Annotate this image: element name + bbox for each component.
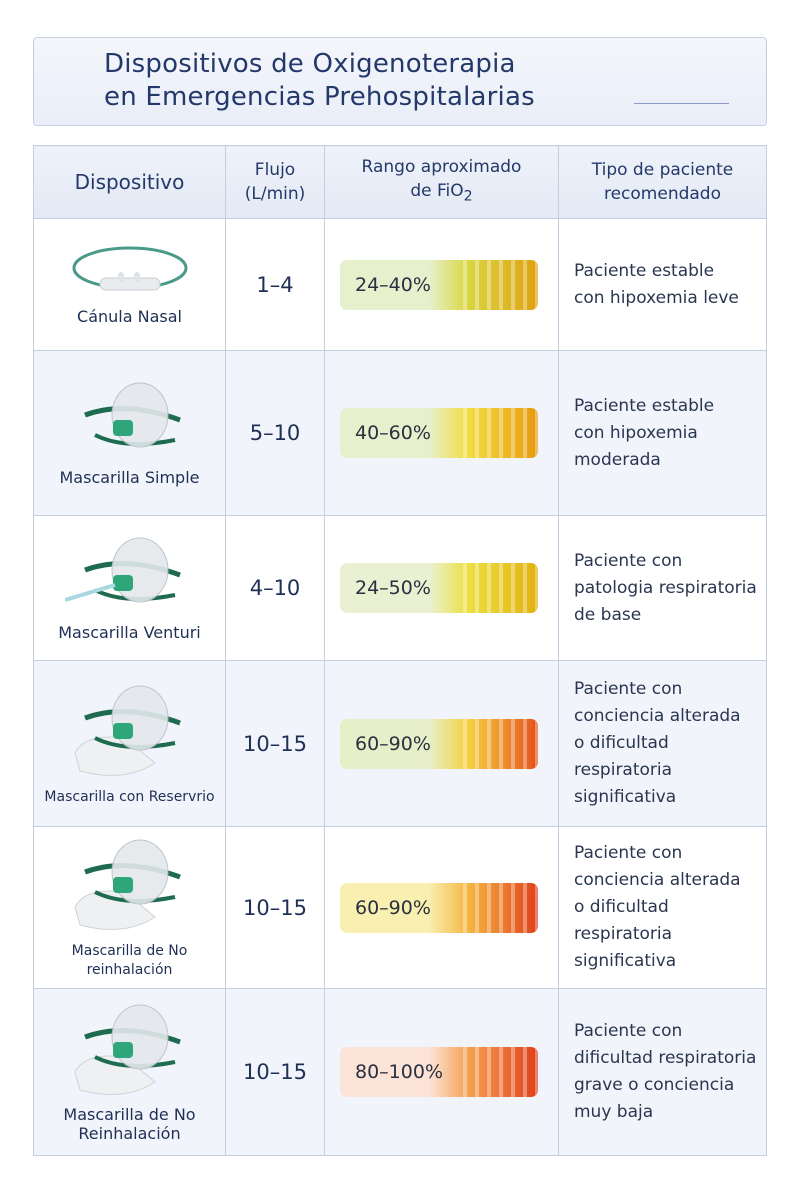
device-cell: Mascarilla Venturi: [33, 515, 226, 661]
flow-cell: 10–15: [225, 988, 325, 1156]
patient-line: con hipoxemia: [574, 422, 698, 443]
flow-cell: 1–4: [225, 218, 325, 351]
fio2-bar: 60–90%: [340, 882, 538, 933]
patient-cell: Paciente estable con hipoxemia moderada: [558, 350, 767, 516]
fio2-cell: 24–50%: [324, 515, 559, 661]
patient-line: dificultad respiratoria: [574, 1048, 757, 1068]
patient-line: grave o conciencia: [574, 1075, 735, 1095]
header-range-sub: 2: [463, 188, 473, 205]
patient-cell: Paciente con dificultad respiratoria grave…: [558, 988, 767, 1156]
device-name: Cánula Nasal: [77, 306, 182, 326]
header-range: Rango aproximado de FiO2: [324, 145, 559, 219]
venturi-mask-icon: [34, 535, 225, 615]
patient-line: Paciente estable: [574, 395, 715, 416]
flow-cell: 5–10: [225, 350, 325, 516]
fio2-bar: 40–60%: [340, 408, 538, 458]
flow-cell: 10–15: [225, 826, 325, 989]
fio2-value: 80–100%: [355, 1061, 443, 1083]
simple-mask-icon: [34, 380, 225, 460]
fio2-bar: 60–90%: [340, 718, 538, 769]
table-row: Mascarilla de No Reinhalación 10–15 80–100…: [33, 988, 767, 1156]
title-underline: [634, 103, 729, 104]
reservoir-mask-icon: [34, 683, 225, 778]
device-name: Mascarilla de No reinhalación: [71, 943, 188, 978]
device-cell: Mascarilla de No reinhalación: [33, 826, 226, 989]
patient-line: significativa: [574, 787, 677, 807]
patient-line: o dificultad respiratoria: [574, 733, 673, 780]
patient-line: de base: [574, 604, 642, 625]
title-line-2: en Emergencias Prehospitalarias: [104, 82, 535, 112]
table-row: Mascarilla de No reinhalación 10–15 60–90%…: [33, 826, 767, 989]
table-row: Mascarilla Venturi 4–10 24–50% Paciente con…: [33, 515, 767, 661]
header-device: Dispositivo: [33, 145, 226, 219]
patient-line: Paciente estable: [574, 260, 715, 281]
patient-cell: Paciente con conciencia alterada o dificul…: [558, 826, 767, 989]
patient-cell: Paciente con patologia respiratoria de bas…: [558, 515, 767, 661]
device-cell: Mascarilla Simple: [33, 350, 226, 516]
fio2-value: 40–60%: [355, 422, 431, 444]
title-box: Dispositivos de Oxigenoterapia en Emerge…: [33, 37, 767, 126]
fio2-cell: 80–100%: [324, 988, 559, 1156]
header-flow-l2: (L/min): [244, 184, 306, 204]
device-name: Mascarilla con Reservrio: [44, 788, 215, 805]
patient-line: o dificultad respiratoria: [574, 897, 673, 944]
flow-cell: 4–10: [225, 515, 325, 661]
flow-cell: 10–15: [225, 660, 325, 827]
fio2-bar: 24–40%: [340, 259, 538, 310]
patient-line: moderada: [574, 449, 661, 470]
patient-line: Paciente con: [574, 550, 683, 571]
non-rebreather-mask-icon: [34, 837, 225, 932]
fio2-cell: 40–60%: [324, 350, 559, 516]
title-line-1: Dispositivos de Oxigenoterapia: [104, 49, 516, 79]
device-cell: Mascarilla con Reservrio: [33, 660, 226, 827]
header-patient-l1: Tipo de paciente: [591, 160, 734, 180]
device-cell: Cánula Nasal: [33, 218, 226, 351]
table-row: Mascarilla Simple 5–10 40–60% Paciente esta…: [33, 350, 767, 516]
nasal-cannula-icon: [34, 244, 225, 299]
table-row: Cánula Nasal 1–4 24–40% Paciente estable con…: [33, 218, 767, 351]
patient-line: con hipoxemia leve: [574, 287, 739, 308]
fio2-value: 24–50%: [355, 577, 431, 599]
patient-line: Paciente con: [574, 679, 683, 699]
device-cell: Mascarilla de No Reinhalación: [33, 988, 226, 1156]
header-flow-l1: Flujo: [254, 160, 296, 180]
device-name: Mascarilla Venturi: [58, 622, 201, 642]
device-name: Mascarilla de No Reinhalación: [63, 1104, 196, 1143]
fio2-value: 60–90%: [355, 896, 431, 919]
header-patient: Tipo de paciente recomendado: [558, 145, 767, 219]
patient-cell: Paciente estable con hipoxemia leve: [558, 218, 767, 351]
fio2-value: 24–40%: [355, 273, 431, 296]
non-rebreather-mask-icon: [34, 1002, 225, 1097]
header-range-l1: Rango aproximado: [361, 157, 522, 178]
table-header: Dispositivo Flujo (L/min) Rango aproximad…: [33, 145, 767, 219]
patient-line: Paciente con: [574, 1021, 683, 1041]
header-patient-l2: recomendado: [603, 184, 722, 204]
patient-cell: Paciente con conciencia alterada o dificul…: [558, 660, 767, 827]
header-flow: Flujo (L/min): [225, 145, 325, 219]
fio2-cell: 60–90%: [324, 660, 559, 827]
patient-line: Paciente con: [574, 843, 683, 863]
fio2-value: 60–90%: [355, 732, 431, 755]
table-row: Mascarilla con Reservrio 10–15 60–90% Pacie…: [33, 660, 767, 827]
patient-line: muy baja: [574, 1102, 654, 1122]
devices-table: Dispositivo Flujo (L/min) Rango aproximad…: [33, 145, 767, 1156]
fio2-cell: 60–90%: [324, 826, 559, 989]
header-range-l2: de FiO: [410, 181, 464, 202]
patient-line: conciencia alterada: [574, 706, 741, 726]
device-name: Mascarilla Simple: [59, 467, 200, 487]
fio2-cell: 24–40%: [324, 218, 559, 351]
patient-line: patologia respiratoria: [574, 577, 757, 598]
fio2-bar: 80–100%: [340, 1047, 538, 1097]
patient-line: significativa: [574, 951, 677, 971]
patient-line: conciencia alterada: [574, 870, 741, 890]
fio2-bar: 24–50%: [340, 563, 538, 613]
